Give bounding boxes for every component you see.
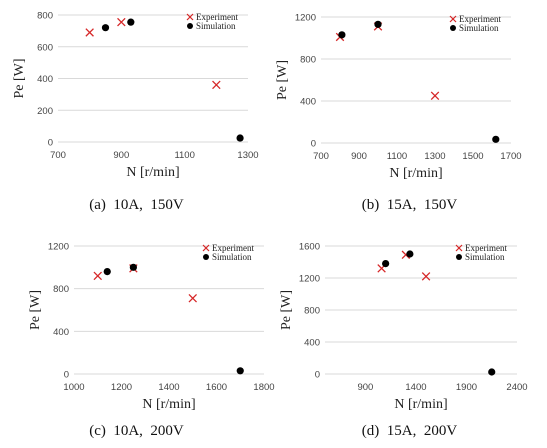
chart-panel-b: 0 400 800 1200 700 900 1100 1300 1500 1700 N [r/mi… bbox=[273, 0, 546, 224]
y-tick-label: 800 bbox=[300, 55, 316, 66]
simulation-point bbox=[338, 31, 346, 39]
simulation-point bbox=[406, 250, 414, 258]
chart-plot: 0 400 800 1200 700 900 1100 1300 1500 1700 N [r/mi… bbox=[275, 13, 522, 182]
x-axis-label: N [r/min] bbox=[126, 165, 179, 180]
y-axis-label: Pe [W] bbox=[12, 58, 27, 98]
x-tick-label: 1800 bbox=[253, 382, 274, 393]
x-tick-label: 1100 bbox=[174, 150, 194, 161]
chart-plot: 0 200 400 600 800 700 900 1100 1300 N [r/min] Pe [… bbox=[12, 11, 259, 181]
x-tick-label: 1400 bbox=[405, 382, 426, 393]
experiment-point bbox=[430, 91, 440, 101]
x-tick-label: 1300 bbox=[424, 151, 445, 162]
chart-caption: (a) 10A, 150V bbox=[89, 197, 184, 213]
legend-label: Experiment bbox=[212, 243, 254, 253]
simulation-point bbox=[129, 263, 137, 271]
chart-caption: (d) 15A, 200V bbox=[361, 423, 458, 439]
simulation-point bbox=[374, 20, 382, 28]
legend-label: Experiment bbox=[465, 243, 507, 253]
experiment-point bbox=[212, 80, 221, 90]
y-tick-label: 800 bbox=[304, 306, 320, 317]
legend-label: Simulation bbox=[465, 252, 505, 262]
y-tick-label: 400 bbox=[304, 338, 320, 349]
chart-plot: 0 400 800 1200 1600 900 1400 1900 2400 N [r/min] P… bbox=[279, 242, 528, 413]
y-tick-label: 800 bbox=[37, 11, 53, 22]
simulation-point bbox=[488, 368, 496, 376]
simulation-point bbox=[236, 134, 244, 142]
x-tick-label: 1200 bbox=[111, 382, 132, 393]
legend-marker-simulation bbox=[456, 254, 462, 260]
legend-label: Simulation bbox=[212, 252, 252, 262]
experiment-point bbox=[85, 28, 94, 37]
x-tick-label: 900 bbox=[351, 151, 367, 162]
x-tick-label: 1300 bbox=[237, 150, 258, 161]
x-tick-label: 1700 bbox=[500, 151, 521, 162]
y-tick-label: 1600 bbox=[299, 242, 320, 253]
x-tick-label: 900 bbox=[113, 150, 129, 161]
y-tick-label: 800 bbox=[53, 284, 69, 295]
x-axis-label: N [r/min] bbox=[394, 397, 447, 412]
x-tick-label: 1500 bbox=[462, 151, 483, 162]
legend-marker-experiment bbox=[455, 244, 463, 252]
experiment-point bbox=[421, 272, 431, 281]
y-tick-label: 200 bbox=[37, 106, 53, 117]
y-tick-label: 1200 bbox=[295, 13, 316, 24]
y-tick-label: 0 bbox=[311, 139, 316, 150]
legend-label: Experiment bbox=[196, 12, 238, 22]
simulation-point bbox=[382, 260, 390, 268]
chart-panel-a: 0 200 400 600 800 700 900 1100 1300 N [r/min] Pe [… bbox=[0, 0, 273, 224]
legend-label: Simulation bbox=[459, 23, 499, 33]
x-tick-label: 2400 bbox=[506, 382, 527, 393]
legend-marker-experiment bbox=[449, 15, 457, 23]
legend-marker-simulation bbox=[203, 254, 209, 260]
x-tick-label: 1900 bbox=[456, 382, 477, 393]
legend-label: Simulation bbox=[196, 21, 236, 31]
y-axis-label: Pe [W] bbox=[279, 290, 294, 330]
experiment-point bbox=[188, 294, 198, 303]
y-tick-label: 0 bbox=[48, 138, 53, 149]
y-tick-label: 0 bbox=[64, 370, 69, 381]
legend-marker-experiment bbox=[186, 13, 194, 21]
y-tick-label: 1200 bbox=[299, 274, 320, 285]
y-tick-label: 400 bbox=[53, 327, 69, 338]
y-tick-label: 400 bbox=[300, 97, 316, 108]
x-tick-label: 900 bbox=[357, 382, 373, 393]
chart-panel-d: 0 400 800 1200 1600 900 1400 1900 2400 N [r/min] P… bbox=[273, 224, 546, 448]
legend-marker-experiment bbox=[202, 244, 210, 252]
y-tick-label: 600 bbox=[37, 42, 53, 53]
x-tick-label: 1600 bbox=[206, 382, 227, 393]
legend-marker-simulation bbox=[187, 23, 193, 29]
experiment-point bbox=[93, 271, 103, 281]
y-axis-label: Pe [W] bbox=[28, 290, 43, 330]
chart-caption: (c) 10A, 200V bbox=[89, 423, 184, 439]
chart-plot: 0 400 800 1200 1000 1200 1400 1600 1800 N [r/min]… bbox=[28, 242, 275, 413]
x-tick-label: 1100 bbox=[387, 151, 407, 162]
x-tick-label: 1400 bbox=[158, 382, 179, 393]
x-tick-label: 1000 bbox=[63, 382, 84, 393]
y-tick-label: 400 bbox=[37, 74, 53, 85]
y-tick-label: 1200 bbox=[48, 242, 69, 253]
simulation-point bbox=[127, 18, 135, 26]
x-tick-label: 700 bbox=[313, 151, 329, 162]
simulation-point bbox=[492, 135, 500, 143]
x-axis-label: N [r/min] bbox=[142, 397, 195, 412]
x-tick-label: 700 bbox=[50, 150, 66, 161]
chart-caption: (b) 15A, 150V bbox=[361, 197, 458, 213]
x-axis-label: N [r/min] bbox=[389, 166, 442, 181]
y-tick-label: 0 bbox=[315, 370, 320, 381]
legend-label: Experiment bbox=[459, 14, 501, 24]
experiment-point bbox=[117, 17, 126, 27]
legend-marker-simulation bbox=[450, 25, 456, 31]
simulation-point bbox=[101, 24, 110, 32]
simulation-point bbox=[236, 367, 244, 375]
chart-panel-c: 0 400 800 1200 1000 1200 1400 1600 1800 N [r/min]… bbox=[0, 224, 275, 448]
y-axis-label: Pe [W] bbox=[275, 60, 290, 100]
simulation-point bbox=[103, 268, 111, 276]
